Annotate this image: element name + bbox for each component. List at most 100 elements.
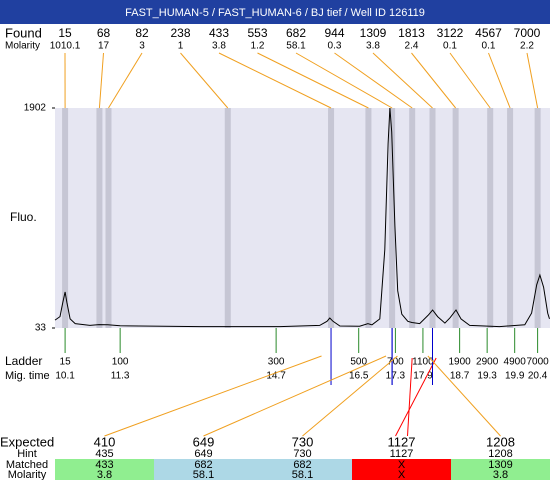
expected-value: 1127 bbox=[388, 434, 416, 449]
ladder-size: 15 bbox=[60, 357, 72, 368]
found-size: 68 bbox=[97, 26, 111, 40]
found-label: Found bbox=[5, 25, 42, 40]
found-size: 944 bbox=[324, 26, 344, 40]
found-size: 1813 bbox=[398, 26, 425, 40]
connector bbox=[108, 52, 143, 109]
ladder-size: 1900 bbox=[448, 357, 471, 368]
trace bbox=[54, 107, 550, 328]
hint-label: Hint bbox=[17, 448, 37, 460]
hint-value: 1127 bbox=[390, 448, 414, 460]
title-bar bbox=[0, 0, 550, 24]
peak-band bbox=[507, 108, 514, 328]
connector bbox=[411, 52, 457, 109]
ladder-time: 10.1 bbox=[55, 371, 75, 382]
peak-band bbox=[409, 108, 416, 328]
match-cell bbox=[55, 459, 154, 480]
found-molarity: 0.1 bbox=[482, 41, 496, 52]
peak-band bbox=[62, 108, 69, 328]
connector bbox=[218, 52, 332, 109]
ladder-time: 11.3 bbox=[111, 371, 130, 382]
found-molarity: 17 bbox=[98, 41, 110, 52]
found-size: 433 bbox=[209, 26, 229, 40]
y-tick-label: 33 bbox=[35, 323, 47, 334]
connector bbox=[526, 52, 539, 109]
matched-molarity: 58.1 bbox=[193, 469, 214, 480]
hint-value: 435 bbox=[95, 448, 113, 460]
ladder-time: 16.5 bbox=[349, 371, 369, 382]
found-molarity: 0.3 bbox=[328, 41, 342, 52]
found-molarity: 0.1 bbox=[443, 41, 457, 52]
ladder-time: 14.7 bbox=[266, 371, 286, 382]
plot-area bbox=[55, 108, 550, 328]
matched-molarity: 3.8 bbox=[493, 469, 508, 480]
molarity-label: Molarity bbox=[8, 469, 47, 480]
expected-value: 1208 bbox=[486, 434, 515, 449]
found-molarity: 2.2 bbox=[520, 41, 534, 52]
peak-band bbox=[328, 108, 335, 328]
found-size: 82 bbox=[135, 26, 149, 40]
expected-value: 410 bbox=[94, 434, 116, 449]
matched-value: 682 bbox=[293, 459, 311, 471]
ladder-time: 20.4 bbox=[528, 371, 548, 382]
ladder-size: 1100 bbox=[412, 357, 434, 368]
found-molarity: 3.8 bbox=[366, 41, 380, 52]
matched-molarity: 58.1 bbox=[292, 469, 313, 480]
ladder-size: 4900 bbox=[504, 357, 527, 368]
connector bbox=[372, 52, 433, 109]
found-size: 15 bbox=[58, 26, 72, 40]
found-molarity: 3 bbox=[139, 41, 145, 52]
found-molarity: 1 bbox=[178, 41, 184, 52]
connector bbox=[334, 52, 413, 109]
connector bbox=[488, 52, 511, 109]
connector bbox=[295, 52, 393, 109]
connector bbox=[257, 52, 369, 109]
ladder-time: 19.9 bbox=[505, 371, 525, 382]
found-size: 1309 bbox=[360, 26, 387, 40]
ladder-label: Ladder bbox=[5, 354, 42, 368]
ladder-time: 18.7 bbox=[450, 371, 470, 382]
peak-band bbox=[429, 108, 436, 328]
found-molarity: 3.8 bbox=[212, 41, 226, 52]
found-size: 682 bbox=[286, 26, 306, 40]
found-size: 553 bbox=[247, 26, 267, 40]
hint-value: 730 bbox=[293, 448, 311, 460]
matched-molarity: X bbox=[398, 469, 406, 480]
ladder-time: 19.3 bbox=[477, 371, 497, 382]
ladder-time: 17.3 bbox=[386, 371, 406, 382]
peak-band bbox=[487, 108, 494, 328]
connector bbox=[449, 52, 491, 109]
matched-value: 433 bbox=[95, 459, 113, 471]
found-molarity: 2.4 bbox=[405, 41, 419, 52]
miss-line bbox=[395, 357, 437, 437]
hint-value: 649 bbox=[194, 448, 212, 460]
matched-value: X bbox=[398, 459, 406, 471]
found-molarity: 1.2 bbox=[251, 41, 265, 52]
peak-band bbox=[389, 108, 396, 328]
ladder-size: 100 bbox=[112, 357, 129, 368]
y-label: Fluo. bbox=[10, 210, 37, 224]
title: FAST_HUMAN-5 / FAST_HUMAN-6 / BJ tief / … bbox=[125, 7, 425, 19]
peak-band bbox=[224, 108, 231, 328]
matched-label: Matched bbox=[6, 459, 48, 471]
hint-value: 1208 bbox=[488, 448, 512, 460]
ladder-time: 17.9 bbox=[413, 371, 433, 382]
expected-connector bbox=[427, 355, 501, 437]
expected-value: 649 bbox=[193, 434, 215, 449]
miss-line bbox=[407, 357, 413, 437]
found-size: 3122 bbox=[437, 26, 464, 40]
time-label: Mig. time bbox=[5, 370, 50, 382]
matched-molarity: 3.8 bbox=[97, 469, 112, 480]
peak-band bbox=[452, 108, 459, 328]
connector bbox=[180, 52, 229, 109]
ladder-size: 700 bbox=[387, 357, 404, 368]
matched-value: 1309 bbox=[488, 459, 512, 471]
expected-connector bbox=[203, 355, 387, 437]
expected-label: Expected bbox=[0, 434, 54, 449]
peak-band bbox=[96, 108, 103, 328]
peak-band bbox=[105, 108, 112, 328]
found-size: 7000 bbox=[514, 26, 541, 40]
ladder-size: 7000 bbox=[526, 357, 549, 368]
found-molarity: 58.1 bbox=[286, 41, 306, 52]
y-tick-label: 1902 bbox=[24, 103, 47, 114]
ladder-size: 500 bbox=[350, 357, 367, 368]
